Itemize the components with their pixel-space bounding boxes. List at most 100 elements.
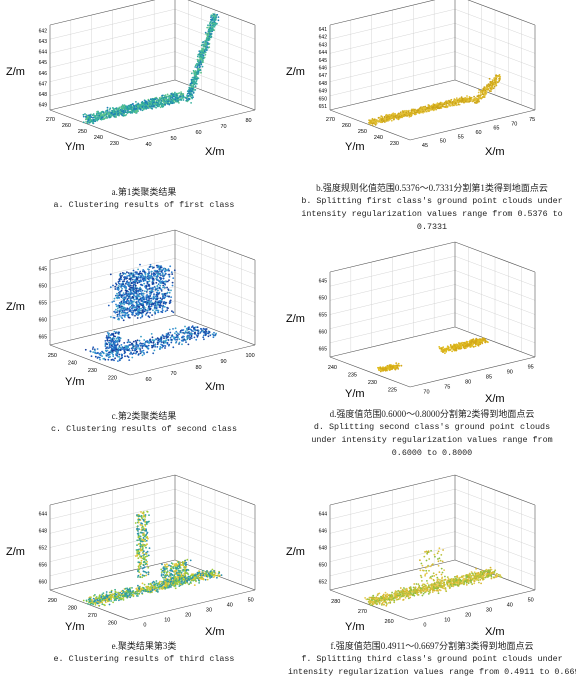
point — [489, 78, 491, 80]
point — [164, 295, 166, 297]
point — [91, 120, 93, 122]
point — [173, 336, 175, 338]
point — [458, 102, 460, 104]
point — [124, 110, 126, 112]
point — [174, 332, 176, 334]
point — [420, 109, 422, 111]
point — [190, 95, 192, 97]
point — [131, 305, 133, 307]
point — [208, 29, 210, 31]
point — [426, 107, 428, 109]
point — [216, 14, 218, 16]
point — [475, 99, 477, 101]
point — [159, 287, 161, 289]
point — [450, 100, 452, 102]
point — [465, 345, 467, 347]
point — [135, 112, 137, 114]
x-tick-label: 70 — [511, 121, 517, 127]
point — [475, 343, 477, 345]
point — [168, 274, 170, 276]
z-tick-label: 644 — [39, 50, 48, 56]
point — [487, 89, 489, 91]
x-axis-label: X/m — [485, 393, 505, 405]
point — [154, 313, 156, 315]
point — [471, 99, 473, 101]
point — [121, 106, 123, 108]
point — [143, 279, 145, 281]
point — [187, 335, 189, 337]
point — [158, 283, 160, 285]
z-tick-label: 649 — [39, 103, 48, 109]
panel: 66566065565064525024023022060708090100Z/… — [6, 230, 255, 393]
point — [136, 351, 138, 353]
point — [119, 311, 121, 313]
z-tick-label: 645 — [39, 267, 48, 273]
point — [151, 333, 153, 335]
x-tick-label: 55 — [458, 134, 464, 140]
point — [184, 97, 186, 99]
point — [456, 97, 458, 99]
point — [137, 269, 139, 271]
point — [109, 345, 111, 347]
point — [160, 106, 162, 108]
point — [152, 342, 154, 344]
point — [192, 88, 194, 90]
point — [202, 48, 204, 50]
point — [112, 334, 114, 336]
point — [188, 344, 190, 346]
point — [156, 273, 158, 275]
panel: 665660655650645240235230225707580859095Z… — [286, 242, 535, 405]
point — [140, 308, 142, 310]
point — [97, 119, 99, 121]
point — [146, 297, 148, 299]
point — [95, 117, 97, 119]
point — [184, 339, 186, 341]
point — [149, 301, 151, 303]
point — [475, 97, 477, 99]
point — [466, 95, 468, 97]
point — [115, 332, 117, 334]
point — [172, 277, 174, 279]
point — [146, 281, 148, 283]
point — [387, 366, 389, 368]
point — [155, 271, 157, 273]
point — [123, 292, 125, 294]
point — [141, 347, 143, 349]
point — [137, 103, 139, 105]
point — [117, 308, 119, 310]
point — [210, 24, 212, 26]
point — [144, 286, 146, 288]
point — [141, 284, 143, 286]
point — [198, 63, 200, 65]
point — [163, 301, 165, 303]
point — [154, 350, 156, 352]
point — [140, 276, 142, 278]
point — [185, 341, 187, 343]
point — [381, 120, 383, 122]
point — [157, 289, 159, 291]
point — [137, 290, 139, 292]
point — [164, 281, 166, 283]
point — [194, 332, 196, 334]
z-tick-label: 660 — [39, 318, 48, 324]
point — [181, 329, 183, 331]
point — [190, 102, 192, 104]
point — [191, 337, 193, 339]
point — [184, 332, 186, 334]
point — [94, 351, 96, 353]
point — [100, 112, 102, 114]
point — [448, 349, 450, 351]
point — [141, 106, 143, 108]
point — [481, 340, 483, 342]
point — [206, 333, 208, 335]
point — [467, 343, 469, 345]
point — [494, 82, 496, 84]
point — [145, 280, 147, 282]
point — [205, 54, 207, 56]
point — [203, 54, 205, 56]
point — [205, 33, 207, 35]
point — [439, 107, 441, 109]
point — [445, 104, 447, 106]
point — [114, 286, 116, 288]
point — [460, 347, 462, 349]
